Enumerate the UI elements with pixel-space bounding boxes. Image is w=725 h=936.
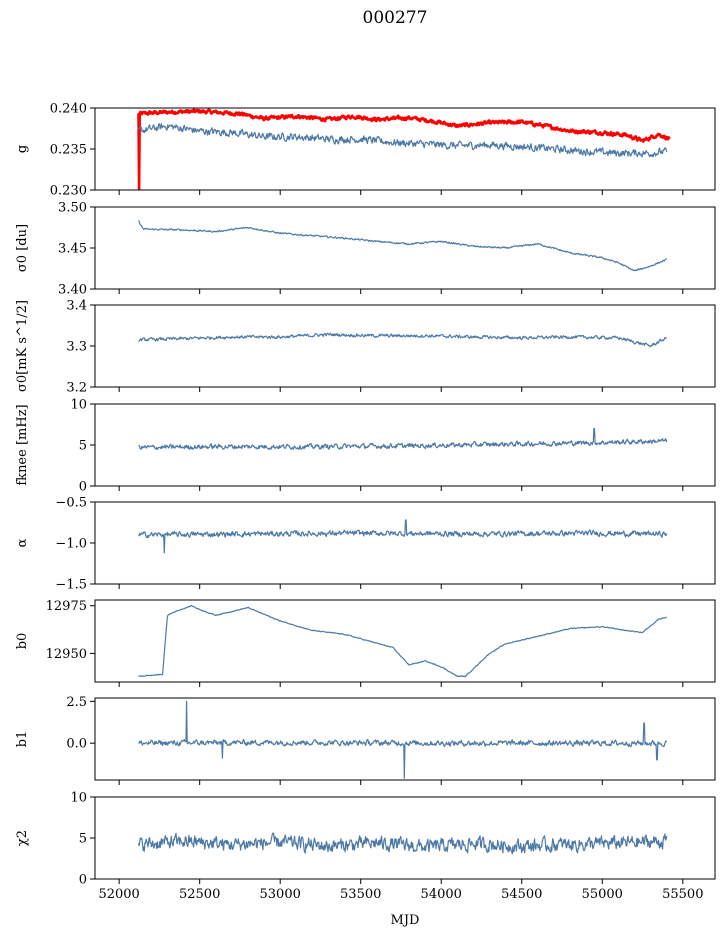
y-tick-label: −0.5 bbox=[55, 496, 87, 511]
axes-frame bbox=[94, 501, 716, 585]
axes-frame bbox=[94, 304, 716, 388]
y-axis-label: fknee [mHz] bbox=[15, 404, 30, 485]
y-axis-label: σ0 [du] bbox=[15, 224, 30, 272]
series-line-2 bbox=[138, 123, 668, 158]
y-tick-label: 2.5 bbox=[66, 695, 87, 710]
y-tick-label: 0.0 bbox=[66, 737, 87, 752]
y-tick-label: 3.2 bbox=[66, 381, 87, 396]
y-tick-label: 0 bbox=[79, 873, 87, 888]
y-tick-label: 3.4 bbox=[66, 299, 87, 314]
panel-7: 0.0 2.5 b1 bbox=[15, 695, 716, 785]
series-line-1 bbox=[138, 220, 668, 272]
y-tick-label: −1.5 bbox=[55, 578, 87, 593]
y-axis-label: σ0[mK s^1/2] bbox=[15, 300, 30, 392]
panel-1: 0.230 0.235 0.240 g bbox=[15, 102, 716, 199]
y-tick-label: 3.40 bbox=[58, 283, 87, 298]
series-line-1 bbox=[138, 332, 668, 348]
y-tick-label: 5 bbox=[79, 832, 87, 847]
y-tick-label: 0 bbox=[79, 480, 87, 495]
panel-6: 12950 12975 b0 bbox=[15, 599, 716, 687]
y-axis-label: b1 bbox=[15, 731, 30, 748]
axes-frame bbox=[94, 599, 716, 683]
y-axis-label: α bbox=[15, 538, 30, 547]
y-tick-label: 0.235 bbox=[50, 143, 87, 158]
figure-title: 000277 bbox=[363, 8, 428, 28]
axes-frame bbox=[94, 206, 716, 290]
x-tick-label: 53000 bbox=[260, 887, 301, 902]
x-tick-label: 52000 bbox=[98, 887, 139, 902]
y-axis-label: b0 bbox=[15, 633, 30, 650]
y-tick-label: 3.3 bbox=[66, 340, 87, 355]
x-tick-label: 52500 bbox=[179, 887, 220, 902]
x-tick-label: 55500 bbox=[662, 887, 703, 902]
panel-2: 3.40 3.45 3.50 σ0 [du] bbox=[15, 201, 716, 298]
y-tick-label: 3.45 bbox=[58, 242, 87, 257]
series-line-1 bbox=[138, 428, 668, 450]
panel-4: 0 5 10 fknee [mHz] bbox=[15, 398, 716, 495]
x-tick-label: 55000 bbox=[582, 887, 623, 902]
y-tick-label: 12950 bbox=[46, 647, 87, 662]
series-line-1 bbox=[138, 604, 668, 678]
y-tick-label: −1.0 bbox=[55, 537, 87, 552]
y-tick-label: 0.230 bbox=[50, 184, 87, 199]
series-line-1 bbox=[137, 832, 668, 855]
series-line-1 bbox=[138, 700, 668, 779]
x-axis-label: MJD bbox=[391, 913, 420, 928]
y-tick-label: 0.240 bbox=[50, 102, 87, 117]
x-tick-label: 54000 bbox=[421, 887, 462, 902]
y-tick-label: 12975 bbox=[46, 599, 87, 614]
y-tick-label: 10 bbox=[70, 791, 87, 806]
axes-frame bbox=[94, 697, 716, 781]
panel-5: −1.5 −1.0 −0.5 α bbox=[15, 496, 716, 593]
x-tick-label: 53500 bbox=[340, 887, 381, 902]
y-tick-label: 10 bbox=[70, 398, 87, 413]
series-line-1 bbox=[138, 519, 668, 554]
y-axis-label: g bbox=[15, 145, 30, 153]
panel-3: 3.2 3.3 3.4 σ0[mK s^1/2] bbox=[15, 299, 716, 396]
y-tick-label: 3.50 bbox=[58, 201, 87, 216]
series-line-1 bbox=[137, 108, 671, 190]
y-axis-label: χ2 bbox=[15, 830, 30, 846]
y-tick-label: 5 bbox=[79, 439, 87, 454]
panel-8: 0 5 10 52000 52500 53000 53500 54000 54500 55000 5… bbox=[15, 791, 716, 902]
x-tick-label: 54500 bbox=[501, 887, 542, 902]
